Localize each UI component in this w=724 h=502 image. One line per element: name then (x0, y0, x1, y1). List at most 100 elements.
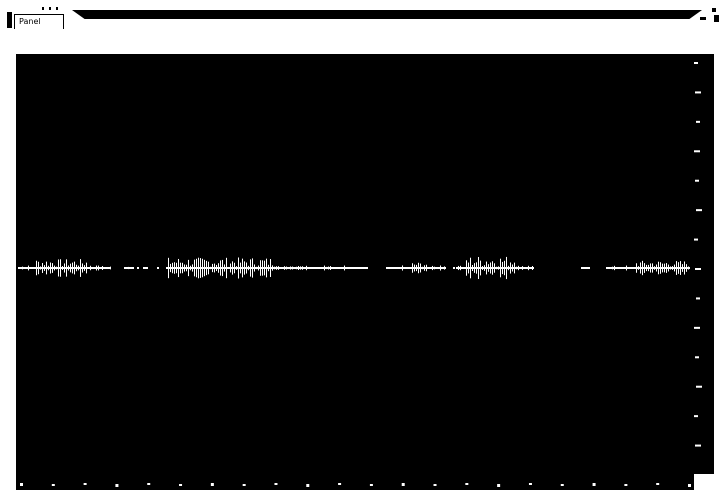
trace-spike (514, 262, 515, 274)
x-tick (560, 484, 564, 486)
trace-spike (256, 266, 257, 270)
trace-spike (674, 264, 675, 272)
y-tick (694, 150, 700, 153)
trace-spike (170, 263, 171, 273)
trace-spike (656, 264, 657, 272)
trace-spike (460, 265, 461, 271)
x-tick (624, 484, 628, 486)
trace-spike (474, 263, 475, 273)
trace-spike (488, 264, 489, 272)
trace-spike (640, 262, 641, 274)
trace-spike (262, 260, 263, 276)
trace-spike (168, 257, 169, 279)
trace-spike (652, 263, 653, 273)
trace-spike (234, 262, 235, 274)
trace-spike (98, 265, 99, 271)
window-corner-mark (7, 12, 12, 28)
trace-spike (202, 258, 203, 278)
header-bar (72, 10, 702, 19)
trace-spike (502, 261, 503, 275)
trace-spike (246, 262, 247, 274)
trace-gap (111, 266, 124, 270)
trace-spike (328, 266, 329, 270)
trace-spike (666, 263, 667, 273)
window-control-icon[interactable] (712, 8, 716, 12)
trace-spike (82, 263, 83, 273)
trace-spike (638, 266, 639, 270)
trace-spike (54, 265, 55, 271)
x-tick (688, 484, 691, 487)
trace-spike (664, 263, 665, 273)
trace-spike (176, 262, 177, 274)
trace-spike (512, 264, 513, 272)
trace-spike (66, 259, 67, 277)
trace-spike (252, 258, 253, 278)
tab-panel[interactable]: Panel (14, 14, 64, 29)
trace-spike (496, 266, 497, 270)
trace-gap (590, 266, 606, 270)
trace-spike (678, 262, 679, 274)
trace-spike (434, 266, 435, 270)
trace-spike (682, 264, 683, 272)
trace-spike (522, 266, 523, 270)
tab-dot (56, 7, 58, 10)
trace-spike (48, 265, 49, 271)
trace-spike (650, 263, 651, 273)
trace-gap (534, 266, 581, 270)
trace-spike (420, 263, 421, 273)
x-tick (401, 483, 405, 486)
trace-spike (198, 257, 199, 279)
trace-spike (272, 265, 273, 271)
trace-spike (228, 266, 229, 270)
header-tick (700, 17, 706, 20)
trace-spike (506, 256, 507, 280)
window-control-icon[interactable] (714, 15, 719, 22)
waveform-panel[interactable] (16, 54, 714, 490)
x-tick (115, 484, 119, 487)
trace-spike (644, 263, 645, 273)
trace-spike (188, 259, 189, 277)
trace-spike (62, 266, 63, 270)
trace-spike (184, 264, 185, 272)
trace-spike (110, 266, 111, 270)
trace-spike (426, 264, 427, 272)
trace-spike (60, 259, 61, 277)
y-tick (695, 444, 701, 447)
trace-spike (494, 263, 495, 273)
trace-spike (230, 263, 231, 273)
trace-spike (458, 265, 459, 271)
trace-spike (226, 257, 227, 279)
trace-spike (22, 266, 23, 270)
trace-spike (300, 266, 301, 270)
trace-spike (636, 263, 637, 273)
trace-spike (532, 265, 533, 271)
y-tick (695, 268, 701, 270)
trace-spike (254, 264, 255, 272)
trace-spike (270, 259, 271, 277)
trace-spike (492, 261, 493, 275)
trace-spike (662, 263, 663, 273)
trace-spike (222, 259, 223, 277)
trace-spike (244, 261, 245, 275)
trace-spike (326, 266, 327, 270)
trace-dot (386, 267, 388, 269)
trace-spike (418, 262, 419, 274)
trace-spike (472, 265, 473, 271)
trace-spike (654, 266, 655, 270)
trace-spike (52, 263, 53, 273)
y-tick (696, 297, 700, 300)
trace-spike (46, 261, 47, 275)
trace-spike (504, 260, 505, 276)
trace-spike (412, 263, 413, 273)
trace-spike (220, 260, 221, 276)
trace-spike (238, 257, 239, 279)
trace-spike (216, 264, 217, 272)
trace-spike (528, 265, 529, 271)
trace-spike (284, 266, 285, 270)
x-tick (306, 484, 310, 487)
trace-spike (128, 266, 129, 270)
trace-spike (224, 264, 225, 272)
trace-spike (56, 266, 57, 270)
trace-spike (212, 263, 213, 273)
trace-spike (330, 266, 331, 270)
